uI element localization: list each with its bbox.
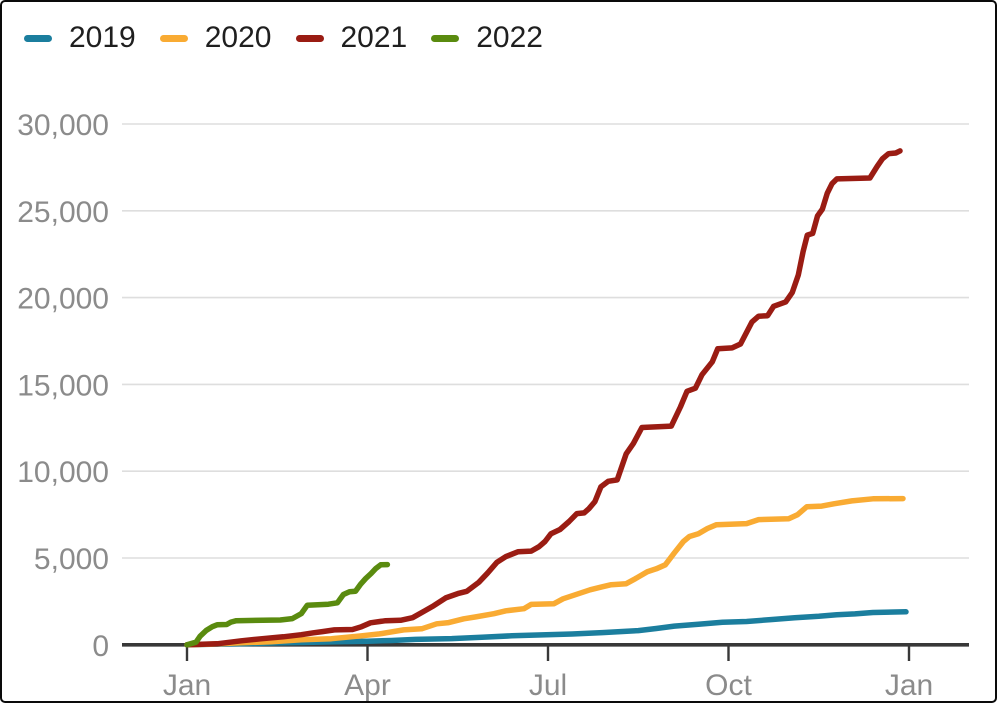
legend: 2019 2020 2021 2022 — [24, 21, 543, 55]
legend-item-2022: 2022 — [431, 21, 543, 55]
y-tick-label-20000: 20,000 — [17, 283, 109, 316]
legend-label-2021: 2021 — [340, 21, 408, 54]
x-tick-label-Jul-2: Jul — [529, 669, 567, 702]
x-tick-label-Jan-4: Jan — [885, 669, 933, 702]
series-line-2022 — [184, 561, 391, 648]
legend-swatch-2020 — [159, 34, 188, 42]
legend-item-2021: 2021 — [295, 21, 408, 55]
legend-swatch-2022 — [431, 34, 460, 42]
legend-swatch-2021 — [295, 34, 324, 42]
y-tick-label-25000: 25,000 — [17, 196, 109, 229]
series-line-2020 — [184, 495, 906, 648]
x-tick-label-Oct-3: Oct — [705, 669, 752, 702]
x-tick-label-Jan-0: Jan — [163, 669, 211, 702]
y-tick-label-10000: 10,000 — [17, 456, 109, 489]
legend-label-2022: 2022 — [476, 21, 543, 54]
legend-label-2020: 2020 — [204, 21, 272, 54]
y-tick-label-0: 0 — [92, 630, 109, 663]
legend-item-2019: 2019 — [24, 21, 136, 55]
y-tick-label-5000: 5,000 — [34, 543, 109, 576]
legend-label-2019: 2019 — [69, 21, 136, 54]
x-tick-label-Apr-1: Apr — [344, 669, 391, 702]
y-tick-label-30000: 30,000 — [17, 109, 109, 142]
legend-swatch-2019 — [24, 34, 52, 42]
series-line-2019 — [184, 609, 909, 648]
legend-item-2020: 2020 — [159, 21, 272, 55]
series-line-2021 — [184, 148, 903, 648]
y-tick-label-15000: 15,000 — [17, 369, 109, 402]
